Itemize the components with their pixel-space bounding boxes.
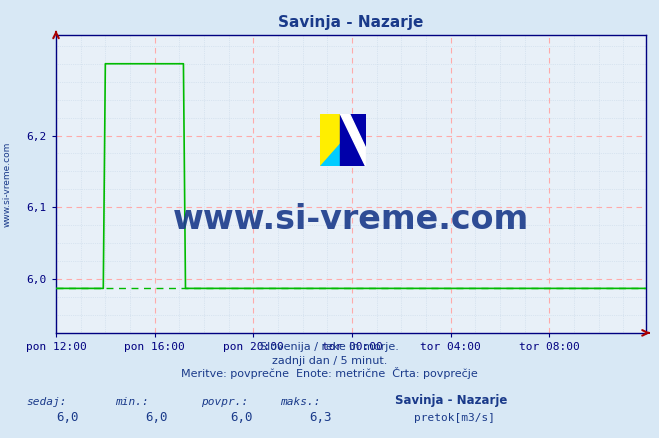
Polygon shape [320, 114, 366, 166]
Text: www.si-vreme.com: www.si-vreme.com [3, 141, 12, 226]
Polygon shape [340, 114, 366, 166]
Text: Savinja - Nazarje: Savinja - Nazarje [395, 394, 508, 407]
Text: 6,3: 6,3 [310, 411, 332, 424]
Text: povpr.:: povpr.: [201, 397, 248, 407]
Text: 6,0: 6,0 [145, 411, 167, 424]
Text: Meritve: povprečne  Enote: metrične  Črta: povprečje: Meritve: povprečne Enote: metrične Črta:… [181, 367, 478, 379]
Polygon shape [320, 114, 366, 166]
Title: Savinja - Nazarje: Savinja - Nazarje [278, 15, 424, 30]
Text: Slovenija / reke in morje.: Slovenija / reke in morje. [260, 343, 399, 353]
Polygon shape [340, 114, 366, 166]
Text: 6,0: 6,0 [56, 411, 78, 424]
Text: zadnji dan / 5 minut.: zadnji dan / 5 minut. [272, 356, 387, 366]
Text: www.si-vreme.com: www.si-vreme.com [173, 203, 529, 236]
Text: min.:: min.: [115, 397, 149, 407]
Text: sedaj:: sedaj: [26, 397, 67, 407]
Text: maks.:: maks.: [280, 397, 320, 407]
Text: pretok[m3/s]: pretok[m3/s] [414, 413, 495, 424]
Text: 6,0: 6,0 [231, 411, 253, 424]
